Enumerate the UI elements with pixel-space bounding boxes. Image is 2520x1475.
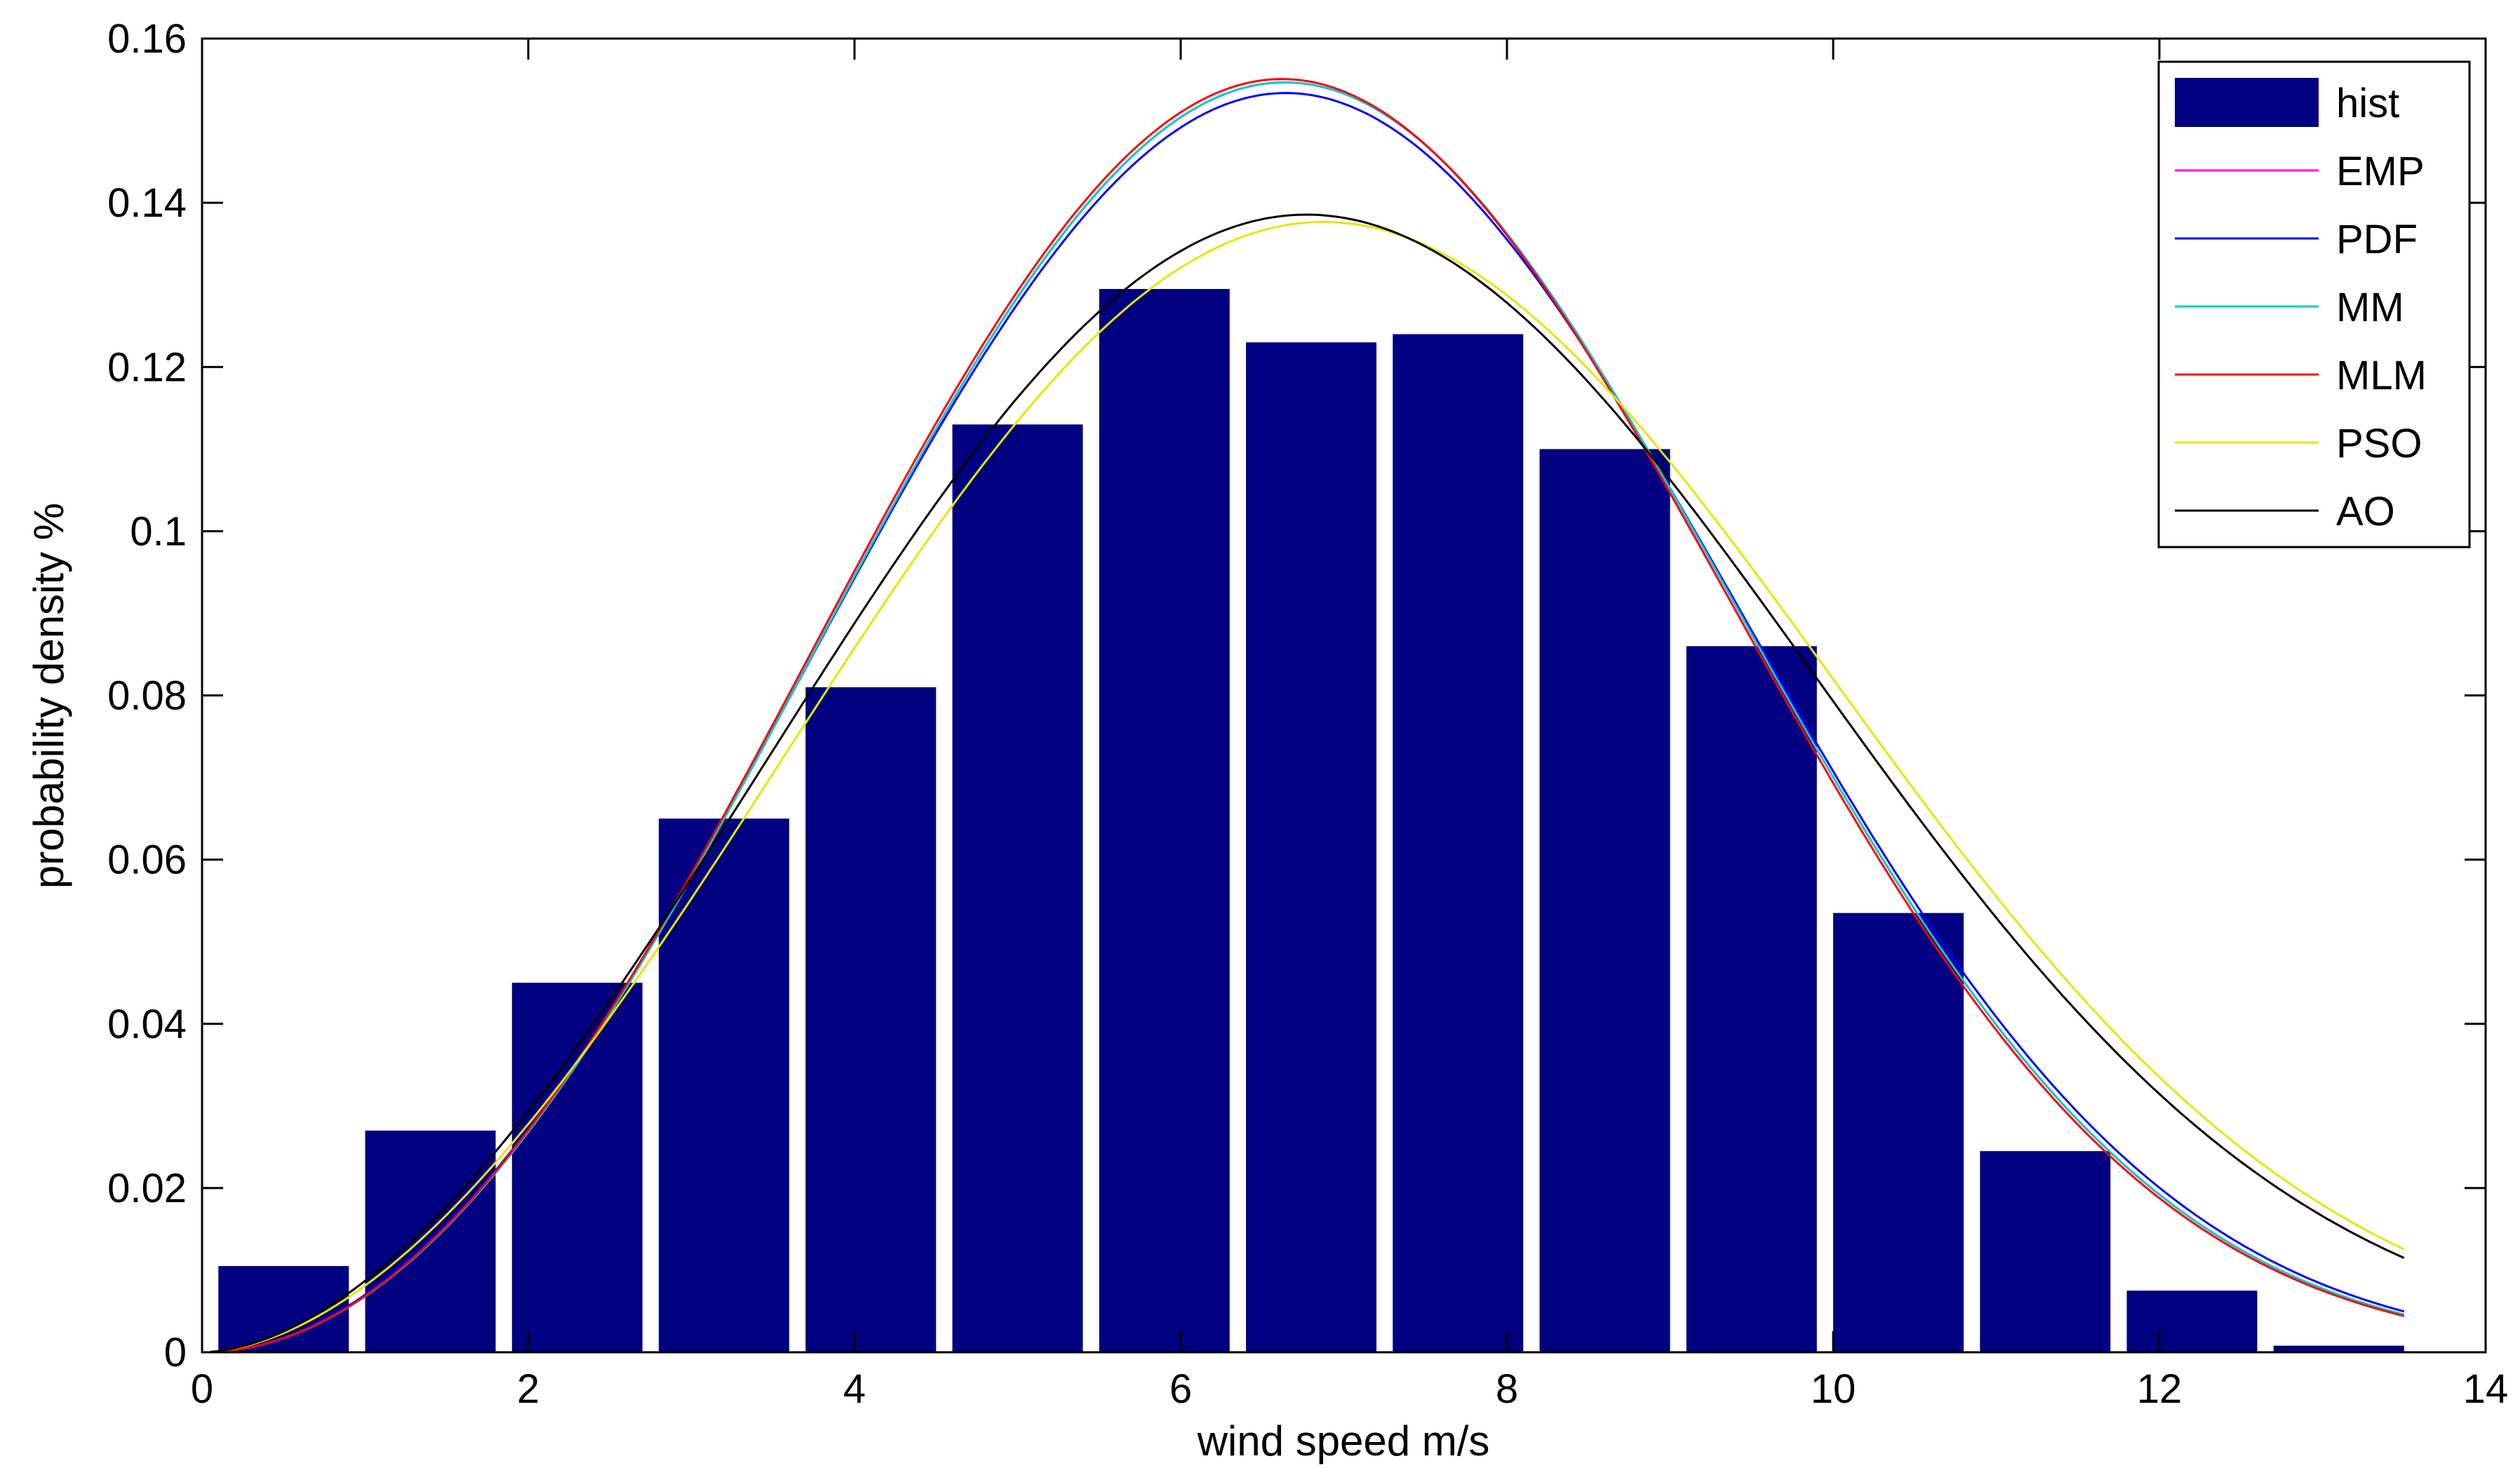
legend-box: [2157, 60, 2471, 548]
hist-bar: [659, 819, 789, 1352]
hist-bar: [952, 424, 1083, 1352]
hist-bar: [511, 983, 643, 1352]
hist-bar: [2126, 1291, 2258, 1352]
x-tick-label: 0: [191, 1366, 213, 1412]
x-tick-label: 12: [2137, 1366, 2183, 1412]
y-tick-label: 0.02: [107, 1166, 187, 1211]
legend-label-hist: hist: [2336, 81, 2399, 126]
hist-bar: [1246, 342, 1376, 1353]
hist-bar: [805, 687, 937, 1352]
x-tick-label: 6: [1169, 1366, 1192, 1412]
y-tick-label: 0: [164, 1330, 187, 1375]
x-tick-label: 4: [843, 1366, 866, 1412]
y-tick-label: 0.14: [107, 180, 187, 226]
hist-bar: [1686, 646, 1817, 1352]
legend: hist EMP PDF MM MLM PSO AO: [2157, 60, 2471, 548]
legend-label-ao: AO: [2336, 489, 2395, 534]
y-tick-label: 0.1: [130, 508, 187, 554]
curve-pso: [210, 220, 2405, 1354]
legend-label-pso: PSO: [2336, 421, 2422, 466]
hist-bar: [1980, 1151, 2111, 1352]
y-tick-label: 0.04: [107, 1002, 187, 1047]
x-tick-label: 10: [1811, 1366, 1856, 1412]
legend-label-pdf: PDF: [2336, 217, 2418, 262]
x-axis-ticks: 0 2 4 6 8 10 12 14: [191, 39, 2508, 1412]
x-tick-label: 8: [1496, 1366, 1518, 1412]
legend-label-mlm: MLM: [2336, 353, 2427, 398]
curve-ao: [210, 213, 2405, 1353]
y-tick-label: 0.08: [107, 673, 187, 719]
x-tick-label: 2: [517, 1366, 539, 1412]
hist-bar: [1393, 334, 1524, 1352]
y-axis-ticks: 0 0.02 0.04 0.06 0.08 0.1 0.12 0.14 0.16: [107, 16, 2486, 1375]
x-axis-label: wind speed m/s: [1197, 1417, 1490, 1464]
legend-label-emp: EMP: [2336, 149, 2425, 194]
x-tick-label: 14: [2463, 1366, 2509, 1412]
curve-mm: [210, 81, 2405, 1354]
legend-swatch-hist: [2175, 78, 2319, 127]
y-tick-label: 0.12: [107, 344, 187, 390]
fit-curves: [210, 78, 2405, 1354]
histogram-bars: [218, 289, 2404, 1353]
legend-label-mm: MM: [2336, 285, 2404, 330]
y-tick-label: 0.16: [107, 16, 187, 62]
hist-bar: [1833, 912, 1964, 1352]
hist-bar: [1539, 449, 1670, 1352]
y-tick-label: 0.06: [107, 837, 187, 883]
y-axis-label: probability density %: [25, 503, 72, 889]
hist-bar: [2273, 1345, 2404, 1352]
hist-bar: [1099, 289, 1230, 1352]
